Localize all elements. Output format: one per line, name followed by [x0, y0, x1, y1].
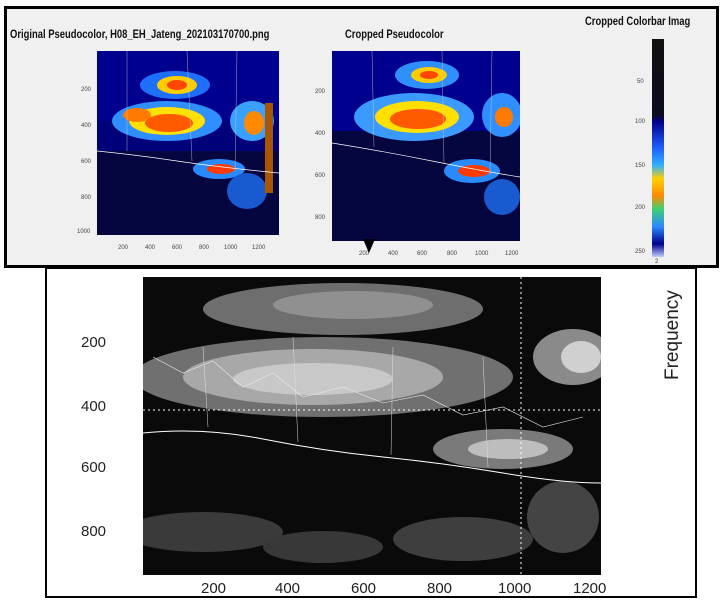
cropped-colorbar-title: Cropped Colorbar Imag [585, 16, 691, 28]
frequency-axis-label: Frequency [662, 290, 683, 380]
cropped-pseudocolor-title: Cropped Pseudocolor [345, 29, 444, 41]
cloud-right-core [561, 341, 601, 373]
original-y-tick: 600 [81, 159, 92, 165]
cloud-southeast [484, 179, 520, 215]
cropped-x-tick: 800 [447, 251, 458, 257]
cropped-y-tick: 600 [315, 173, 326, 179]
colorbar-bottom-label: 2 [655, 259, 659, 265]
x-axis-tick: 600 [351, 580, 377, 597]
y-axis-tick: 200 [81, 334, 107, 351]
cloud-lower-core [207, 164, 235, 174]
x-axis-tick: 400 [275, 580, 301, 597]
original-x-tick: 600 [172, 245, 183, 251]
cloud-band-hot [145, 114, 193, 132]
province-borders [126, 51, 238, 172]
y-axis-tick: 800 [81, 523, 107, 540]
cropped-x-tick: 200 [359, 251, 370, 257]
x-axis-tick: 200 [201, 580, 227, 597]
y-axis-tick: 400 [81, 398, 107, 415]
cloud-southeast [227, 173, 267, 209]
x-axis-tick: 1200 [573, 580, 607, 597]
cloud-core-hot [167, 80, 187, 90]
cloud-lower-core [458, 165, 490, 177]
original-x-tick: 800 [199, 245, 210, 251]
original-y-tick: 200 [81, 87, 92, 93]
original-pseudocolor-image [97, 51, 279, 235]
cloud-band-hot [390, 109, 446, 129]
coastline [97, 150, 279, 174]
cloud-band-bright [233, 363, 393, 395]
colorbar-gradient [652, 39, 664, 257]
original-x-tick: 1200 [252, 245, 266, 251]
cloud-spot [123, 108, 151, 122]
colorbar-tick: 150 [635, 163, 646, 169]
cloud-southwest [143, 512, 283, 552]
x-axis-tick: 1000 [498, 580, 532, 597]
y-axis-tick: 600 [81, 459, 107, 476]
cropped-y-tick: 800 [315, 215, 326, 221]
original-pseudocolor-title: Original Pseudocolor, H08_EH_Jateng_2021… [10, 29, 270, 41]
cloud-right-core [244, 111, 264, 135]
coastline [332, 142, 520, 178]
original-y-tick: 800 [81, 195, 92, 201]
embedded-colorbar [265, 103, 273, 193]
grayscale-satellite-image [143, 277, 601, 575]
cloud-lower-core [468, 439, 548, 459]
original-x-tick: 400 [145, 245, 156, 251]
cropped-y-tick: 200 [315, 89, 326, 95]
cropped-x-tick: 600 [417, 251, 428, 257]
original-y-tick: 400 [81, 123, 92, 129]
cropped-pseudocolor-image [332, 51, 520, 241]
grayscale-plot-panel: 200 400 600 800 200 400 600 800 1000 120… [45, 267, 697, 598]
province-borders [371, 51, 493, 176]
colorbar-tick: 50 [637, 79, 644, 85]
province-borders [152, 356, 584, 428]
colorbar-tick: 200 [635, 205, 646, 211]
original-x-tick: 200 [118, 245, 129, 251]
cropped-x-tick: 400 [388, 251, 399, 257]
colorbar-tick: 250 [635, 249, 646, 255]
cloud-mass-core [273, 291, 433, 319]
original-y-tick: 1000 [77, 229, 91, 235]
coastline [143, 430, 601, 484]
cloud-right-core [495, 107, 513, 127]
cloud-southeast [393, 517, 533, 561]
original-x-tick: 1000 [224, 245, 238, 251]
cropped-y-tick: 400 [315, 131, 326, 137]
regency-borders [202, 336, 489, 468]
cropped-colorbar-image [652, 39, 664, 257]
x-axis-tick: 800 [427, 580, 453, 597]
cloud-south [263, 531, 383, 563]
cropped-x-tick: 1000 [475, 251, 489, 257]
cloud-core-hot [420, 71, 438, 79]
cropped-x-tick: 1200 [505, 251, 519, 257]
colorbar-tick: 100 [635, 119, 646, 125]
pointer-caret [363, 239, 375, 253]
matlab-figure-panel: Original Pseudocolor, H08_EH_Jateng_2021… [4, 6, 719, 268]
cloud-east [527, 481, 599, 553]
